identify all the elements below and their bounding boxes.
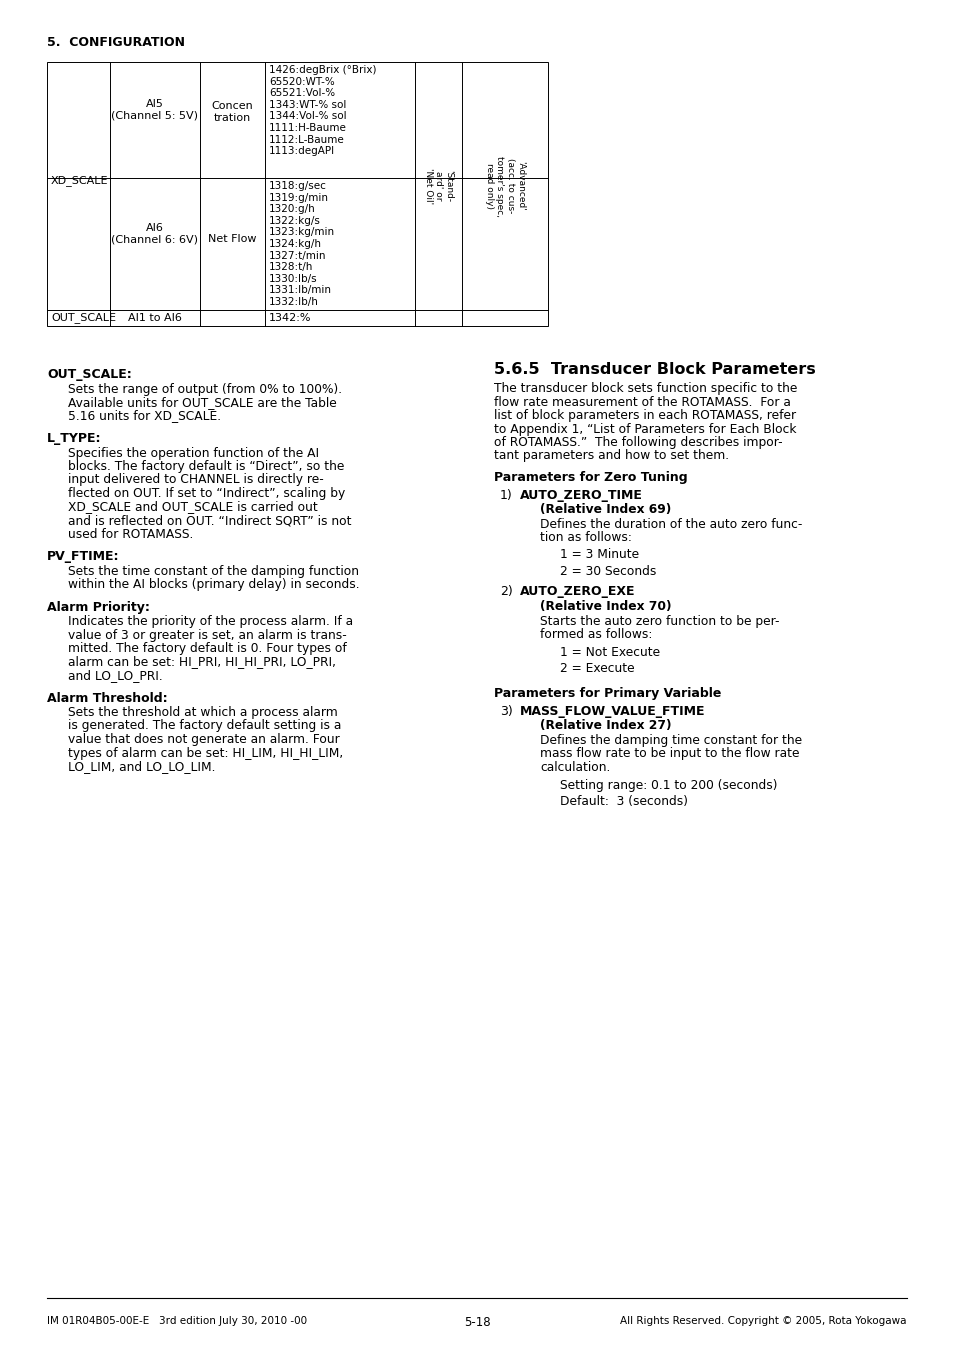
Text: alarm can be set: HI_PRI, HI_HI_PRI, LO_PRI,: alarm can be set: HI_PRI, HI_HI_PRI, LO_…	[68, 656, 335, 668]
Text: 1318:g/sec
1319:g/min
1320:g/h
1322:kg/s
1323:kg/min
1324:kg/h
1327:t/min
1328:t: 1318:g/sec 1319:g/min 1320:g/h 1322:kg/s…	[269, 181, 335, 306]
Text: to Appendix 1, “List of Parameters for Each Block: to Appendix 1, “List of Parameters for E…	[494, 423, 796, 436]
Text: (Relative Index 69): (Relative Index 69)	[539, 504, 671, 516]
Text: OUT_SCALE:: OUT_SCALE:	[47, 369, 132, 381]
Text: Sets the threshold at which a process alarm: Sets the threshold at which a process al…	[68, 706, 337, 720]
Text: PV_FTIME:: PV_FTIME:	[47, 549, 119, 563]
Text: Net Flow: Net Flow	[208, 234, 256, 244]
Text: Specifies the operation function of the AI: Specifies the operation function of the …	[68, 447, 319, 459]
Text: Parameters for Primary Variable: Parameters for Primary Variable	[494, 687, 720, 701]
Text: 3): 3)	[499, 705, 512, 718]
Text: (Relative Index 70): (Relative Index 70)	[539, 599, 671, 613]
Text: Starts the auto zero function to be per-: Starts the auto zero function to be per-	[539, 614, 779, 628]
Text: MASS_FLOW_VALUE_FTIME: MASS_FLOW_VALUE_FTIME	[519, 705, 705, 718]
Text: value that does not generate an alarm. Four: value that does not generate an alarm. F…	[68, 733, 339, 747]
Text: Indicates the priority of the process alarm. If a: Indicates the priority of the process al…	[68, 616, 353, 628]
Text: XD_SCALE: XD_SCALE	[51, 176, 109, 186]
Text: 2 = Execute: 2 = Execute	[559, 662, 634, 675]
Text: list of block parameters in each ROTAMASS, refer: list of block parameters in each ROTAMAS…	[494, 409, 796, 423]
Text: 2 = 30 Seconds: 2 = 30 Seconds	[559, 566, 656, 578]
Text: within the AI blocks (primary delay) in seconds.: within the AI blocks (primary delay) in …	[68, 578, 359, 591]
Text: Concen
tration: Concen tration	[212, 101, 253, 123]
Text: tion as follows:: tion as follows:	[539, 531, 631, 544]
Text: 2): 2)	[499, 586, 512, 598]
Text: All Rights Reserved. Copyright © 2005, Rota Yokogawa: All Rights Reserved. Copyright © 2005, R…	[619, 1316, 906, 1326]
Text: and is reflected on OUT. “Indirect SQRT” is not: and is reflected on OUT. “Indirect SQRT”…	[68, 514, 351, 526]
Text: Defines the duration of the auto zero func-: Defines the duration of the auto zero fu…	[539, 517, 801, 531]
Text: formed as follows:: formed as follows:	[539, 628, 652, 641]
Text: AI6
(Channel 6: 6V): AI6 (Channel 6: 6V)	[112, 223, 198, 244]
Text: Defines the damping time constant for the: Defines the damping time constant for th…	[539, 734, 801, 747]
Text: mitted. The factory default is 0. Four types of: mitted. The factory default is 0. Four t…	[68, 643, 346, 655]
Text: tant parameters and how to set them.: tant parameters and how to set them.	[494, 450, 728, 463]
Text: types of alarm can be set: HI_LIM, HI_HI_LIM,: types of alarm can be set: HI_LIM, HI_HI…	[68, 747, 343, 760]
Bar	[47, 62, 547, 325]
Text: 'Advanced'
(acc. to cus-
tomer's spec,
read only): 'Advanced' (acc. to cus- tomer's spec, r…	[484, 155, 524, 216]
Text: AI5
(Channel 5: 5V): AI5 (Channel 5: 5V)	[112, 99, 198, 120]
Text: mass flow rate to be input to the flow rate: mass flow rate to be input to the flow r…	[539, 748, 799, 760]
Text: The transducer block sets function specific to the: The transducer block sets function speci…	[494, 382, 797, 396]
Text: Sets the range of output (from 0% to 100%).: Sets the range of output (from 0% to 100…	[68, 382, 342, 396]
Text: Setting range: 0.1 to 200 (seconds): Setting range: 0.1 to 200 (seconds)	[559, 779, 777, 791]
Text: and LO_LO_PRI.: and LO_LO_PRI.	[68, 670, 163, 682]
Text: OUT_SCALE: OUT_SCALE	[51, 313, 116, 324]
Text: L_TYPE:: L_TYPE:	[47, 432, 101, 446]
Text: of ROTAMASS.”  The following describes impor-: of ROTAMASS.” The following describes im…	[494, 436, 781, 450]
Text: is generated. The factory default setting is a: is generated. The factory default settin…	[68, 720, 341, 733]
Text: flow rate measurement of the ROTAMASS.  For a: flow rate measurement of the ROTAMASS. F…	[494, 396, 790, 409]
Text: blocks. The factory default is “Direct”, so the: blocks. The factory default is “Direct”,…	[68, 460, 344, 472]
Text: 5.16 units for XD_SCALE.: 5.16 units for XD_SCALE.	[68, 409, 221, 423]
Text: input delivered to CHANNEL is directly re-: input delivered to CHANNEL is directly r…	[68, 474, 323, 486]
Text: 5.  CONFIGURATION: 5. CONFIGURATION	[47, 36, 185, 49]
Text: 5-18: 5-18	[463, 1316, 490, 1328]
Text: XD_SCALE and OUT_SCALE is carried out: XD_SCALE and OUT_SCALE is carried out	[68, 501, 317, 513]
Text: calculation.: calculation.	[539, 761, 610, 774]
Text: AUTO_ZERO_EXE: AUTO_ZERO_EXE	[519, 586, 635, 598]
Text: AI1 to AI6: AI1 to AI6	[128, 313, 182, 323]
Text: IM 01R04B05-00E-E   3rd edition July 30, 2010 -00: IM 01R04B05-00E-E 3rd edition July 30, 2…	[47, 1316, 307, 1326]
Text: Alarm Threshold:: Alarm Threshold:	[47, 691, 168, 705]
Text: 1 = 3 Minute: 1 = 3 Minute	[559, 548, 639, 562]
Text: Default:  3 (seconds): Default: 3 (seconds)	[559, 795, 687, 809]
Text: Available units for OUT_SCALE are the Table: Available units for OUT_SCALE are the Ta…	[68, 396, 336, 409]
Text: LO_LIM, and LO_LO_LIM.: LO_LIM, and LO_LO_LIM.	[68, 760, 215, 774]
Text: flected on OUT. If set to “Indirect”, scaling by: flected on OUT. If set to “Indirect”, sc…	[68, 487, 345, 500]
Text: Sets the time constant of the damping function: Sets the time constant of the damping fu…	[68, 564, 358, 578]
Text: value of 3 or greater is set, an alarm is trans-: value of 3 or greater is set, an alarm i…	[68, 629, 346, 641]
Text: 'Stand-
ard' or
'Net Oil': 'Stand- ard' or 'Net Oil'	[423, 167, 453, 204]
Text: 1 = Not Execute: 1 = Not Execute	[559, 645, 659, 659]
Text: 5.6.5  Transducer Block Parameters: 5.6.5 Transducer Block Parameters	[494, 362, 815, 377]
Text: used for ROTAMASS.: used for ROTAMASS.	[68, 528, 193, 540]
Text: Parameters for Zero Tuning: Parameters for Zero Tuning	[494, 471, 687, 485]
Text: 1): 1)	[499, 489, 512, 501]
Text: AUTO_ZERO_TIME: AUTO_ZERO_TIME	[519, 489, 642, 501]
Text: 1426:degBrix (°Brix)
65520:WT-%
65521:Vol-%
1343:WT-% sol
1344:Vol-% sol
1111:H-: 1426:degBrix (°Brix) 65520:WT-% 65521:Vo…	[269, 65, 376, 157]
Text: 1342:%: 1342:%	[269, 313, 312, 323]
Text: Alarm Priority:: Alarm Priority:	[47, 601, 150, 613]
Text: (Relative Index 27): (Relative Index 27)	[539, 720, 671, 733]
